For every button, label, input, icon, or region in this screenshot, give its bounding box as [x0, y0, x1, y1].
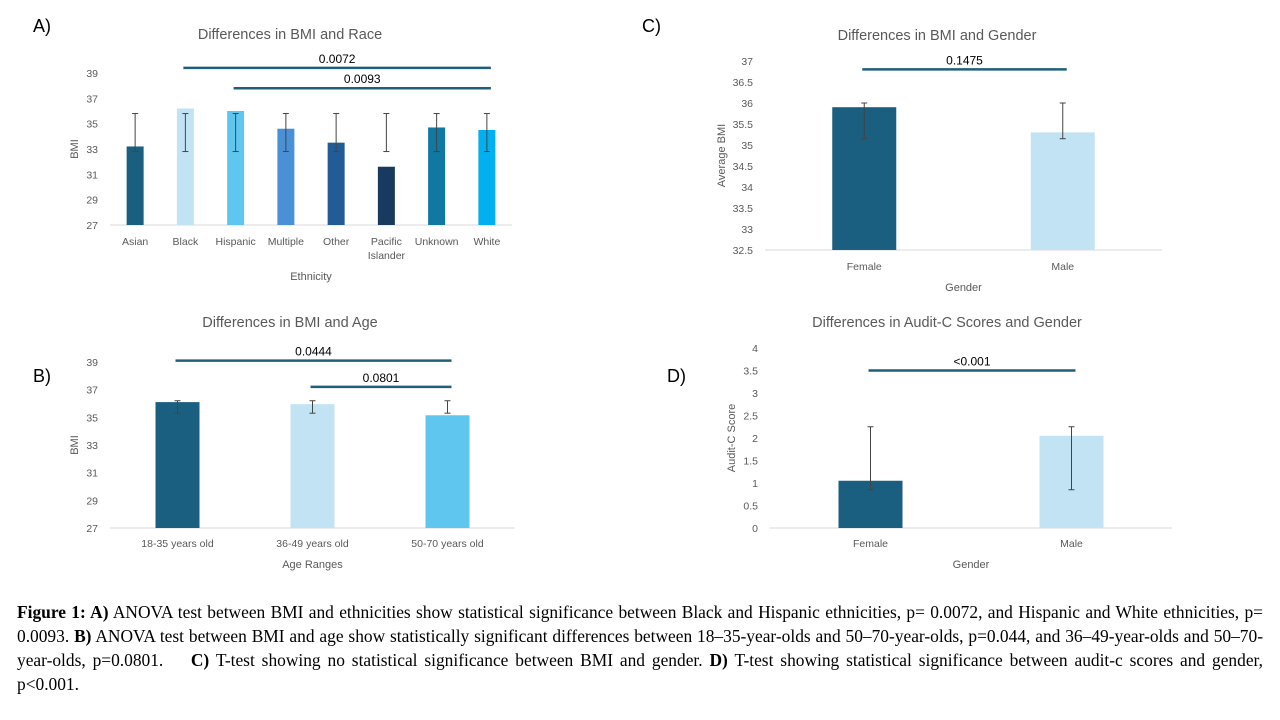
caption-label-d: D) — [709, 650, 728, 670]
y-tick-label: 27 — [86, 220, 98, 232]
y-tick-label: 35 — [86, 412, 98, 424]
x-tick-label: Pacific Islander — [368, 236, 406, 262]
bar-multiple — [277, 128, 295, 225]
y-tick-label: 35 — [86, 119, 98, 131]
x-tick-label: Female — [847, 261, 882, 273]
y-tick-label: 37 — [86, 93, 98, 105]
y-tick-label: 34.5 — [733, 161, 754, 173]
chart-title: Differences in BMI and Age — [202, 315, 377, 331]
caption-label-a: Figure 1: A) — [17, 602, 109, 622]
chart-title: Differences in BMI and Race — [198, 27, 382, 43]
x-axis-label: Gender — [953, 559, 990, 571]
y-axis-label: BMI — [69, 435, 81, 455]
y-tick-label: 29 — [86, 195, 98, 207]
y-tick-label: 2.5 — [743, 411, 758, 423]
x-tick-label: Other — [323, 236, 350, 248]
y-tick-label: 33 — [741, 224, 753, 236]
x-tick-label: Hispanic — [215, 236, 255, 248]
bar-asian — [126, 146, 144, 225]
y-tick-label: 39 — [86, 68, 98, 80]
x-axis-label: Ethnicity — [290, 271, 332, 283]
y-tick-label: 0 — [752, 523, 758, 535]
y-tick-label: 31 — [86, 468, 98, 480]
y-tick-label: 1 — [752, 478, 758, 490]
x-tick-label: Black — [173, 236, 199, 248]
y-tick-label: 1.5 — [743, 456, 758, 468]
y-tick-label: 35.5 — [733, 119, 754, 131]
y-tick-label: 34 — [741, 182, 753, 194]
y-tick-label: 32.5 — [733, 245, 754, 257]
chart-0: Differences in BMI and Race 27 29 31 33 35 37 3… — [69, 27, 512, 283]
chart-title: Differences in Audit-C Scores and Gender — [812, 315, 1082, 331]
significance-label: 0.0072 — [319, 52, 356, 66]
y-tick-label: 31 — [86, 169, 98, 181]
bar-50-70-years-old — [425, 415, 470, 528]
y-tick-label: 39 — [86, 357, 98, 369]
bar-male — [1030, 132, 1095, 250]
y-tick-label: 33 — [86, 144, 98, 156]
bar-pacific-islander — [377, 166, 395, 225]
x-tick-label: Multiple — [268, 236, 304, 248]
y-axis-label: Audit-C Score — [726, 404, 738, 472]
chart-2: Differences in BMI and Gender 32.5 33 33.5 3… — [716, 28, 1162, 294]
bar-black — [176, 108, 194, 225]
chart-1: Differences in BMI and Age 27 29 31 33 35 37 39… — [69, 315, 515, 571]
y-tick-label: 37 — [86, 385, 98, 397]
y-tick-label: 3.5 — [743, 366, 758, 378]
bar-unknown — [428, 127, 446, 225]
x-tick-label: 18-35 years old — [141, 538, 214, 550]
y-tick-label: 3 — [752, 388, 758, 400]
x-axis-label: Age Ranges — [282, 559, 343, 571]
panel-label-d: D) — [667, 366, 686, 386]
panel-label-c: C) — [642, 16, 661, 36]
x-tick-label: 50-70 years old — [411, 538, 484, 550]
bar-hispanic — [227, 111, 245, 225]
y-tick-label: 36 — [741, 98, 753, 110]
y-tick-label: 35 — [741, 140, 753, 152]
x-tick-label: Unknown — [415, 236, 459, 248]
panel-label-b: B) — [33, 366, 51, 386]
caption-text-b: ANOVA test between BMI and age show stat… — [17, 626, 1263, 670]
x-tick-label: 36-49 years old — [276, 538, 349, 550]
significance-label: 0.1475 — [946, 53, 983, 67]
significance-label: 0.0444 — [295, 345, 332, 359]
x-tick-label: Male — [1060, 538, 1083, 550]
y-tick-label: 4 — [752, 343, 758, 355]
x-tick-label: Male — [1051, 261, 1074, 273]
caption-text-a: ANOVA test between BMI and ethnicities s… — [17, 602, 1263, 646]
x-tick-label: Female — [853, 538, 888, 550]
caption-text-c: T-test showing no statistical significan… — [209, 650, 710, 670]
bar-white — [478, 130, 496, 225]
caption-text-d: T-test showing statistical significance … — [17, 650, 1263, 694]
significance-label: <0.001 — [953, 355, 990, 369]
y-tick-label: 36.5 — [733, 77, 754, 89]
caption-label-b: B) — [74, 626, 92, 646]
y-tick-label: 0.5 — [743, 501, 758, 513]
figure-caption: Figure 1: A) ANOVA test between BMI and … — [17, 600, 1263, 696]
chart-3: Differences in Audit-C Scores and Gender… — [726, 315, 1172, 571]
y-tick-label: 29 — [86, 495, 98, 507]
significance-label: 0.0093 — [344, 72, 381, 86]
bar-other — [327, 142, 345, 225]
x-tick-label: White — [473, 236, 500, 248]
caption-label-c: C) — [190, 650, 210, 670]
significance-label: 0.0801 — [363, 371, 400, 385]
y-tick-label: 37 — [741, 56, 753, 68]
y-axis-label: Average BMI — [716, 124, 728, 187]
y-tick-label: 33 — [86, 440, 98, 452]
bar-36-49-years-old — [290, 404, 335, 528]
x-axis-label: Gender — [945, 282, 982, 294]
bar-18-35-years-old — [155, 402, 200, 528]
chart-title: Differences in BMI and Gender — [838, 28, 1037, 44]
x-tick-label: Asian — [122, 236, 148, 248]
y-tick-label: 33.5 — [733, 203, 754, 215]
panel-label-a: A) — [33, 16, 51, 36]
y-tick-label: 2 — [752, 433, 758, 445]
y-axis-label: BMI — [69, 139, 81, 159]
y-tick-label: 27 — [86, 523, 98, 535]
